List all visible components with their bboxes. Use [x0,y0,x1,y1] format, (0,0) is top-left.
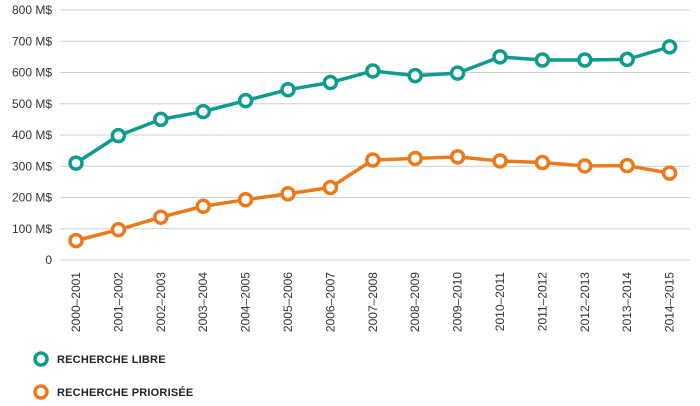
data-point [619,157,635,174]
y-tick-label: 800 M$ [12,3,52,17]
data-point [534,52,551,68]
data-point [110,127,127,144]
legend-item-1: RECHERCHE PRIORISÉE [33,384,193,400]
data-point [407,67,423,84]
y-tick-label: 100 M$ [12,222,52,236]
data-point [237,92,254,109]
data-point [577,52,593,68]
data-point [661,165,678,181]
data-point [280,81,296,98]
data-point [492,153,508,169]
y-tick-label: 300 M$ [12,159,52,173]
series-layer [68,39,678,249]
data-point [449,149,466,165]
data-point [322,179,339,196]
x-tick-label: 2012–2013 [578,272,592,332]
x-tick-label: 2003–2004 [196,272,210,332]
x-tick-label: 2010–2011 [493,272,507,332]
y-tick-label: 700 M$ [12,34,52,48]
data-point [619,51,635,68]
data-point [407,150,423,167]
data-point [365,63,381,79]
legend-label: RECHERCHE LIBRE [57,354,166,366]
legend-item-0: RECHERCHE LIBRE [33,351,166,367]
legend-label: RECHERCHE PRIORISÉE [57,386,193,399]
y-tick-label: 400 M$ [12,128,52,142]
x-tick-label: 2002–2003 [154,272,168,332]
data-point [661,39,678,55]
x-tick-label: 2008–2009 [408,272,422,332]
data-point [237,191,254,208]
data-point [534,154,551,171]
data-point [153,209,169,225]
x-tick-label: 2007–2008 [366,272,380,332]
x-tick-label: 2014–2015 [663,272,677,332]
data-point [365,152,381,168]
x-tick-label: 2001–2002 [111,272,125,332]
x-tick-label: 2011–2012 [535,272,549,332]
x-tick-label: 2013–2014 [620,272,634,332]
y-axis-ticks: 0 100 M$ 200 M$ 300 M$ 400 M$ 500 M$ 600 M$ 700… [12,3,52,267]
y-tick-label: 0 [45,253,52,267]
data-point [195,103,211,120]
x-tick-label: 2000–2001 [69,272,83,332]
grid-lines [60,9,690,261]
data-point [195,198,211,214]
data-point [492,49,508,65]
x-tick-label: 2009–2010 [451,272,465,332]
series-0 [68,39,678,171]
data-point [68,155,84,171]
data-point [110,221,127,238]
x-tick-label: 2004–2005 [239,272,253,332]
y-tick-label: 200 M$ [12,191,52,205]
data-point [577,158,593,174]
x-tick-label: 2005–2006 [281,272,295,332]
y-tick-label: 600 M$ [12,66,52,80]
data-point [153,111,169,128]
x-axis-ticks: 2000–2001 2001–2002 2002–2003 2003–2004 2004… [69,272,677,332]
y-tick-label: 500 M$ [12,97,52,111]
series-1 [68,149,678,249]
legend: RECHERCHE LIBRE RECHERCHE PRIORISÉE [33,351,193,400]
legend-marker [33,384,49,400]
data-point [68,232,84,249]
data-point [280,186,296,202]
legend-marker [33,351,49,367]
data-point [449,65,466,81]
x-tick-label: 2006–2007 [323,272,337,332]
data-point [322,74,339,91]
